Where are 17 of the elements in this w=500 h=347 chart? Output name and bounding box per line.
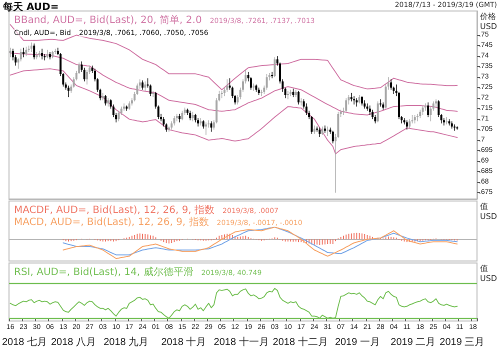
y-axis-title: 价格 USD — [480, 12, 498, 32]
text: 2019 一月 — [334, 336, 380, 347]
text: 2018 七月 — [2, 336, 48, 347]
text: 2019 三月 — [440, 336, 485, 347]
y-axis-title: 值 USD — [480, 202, 498, 222]
text: 2018 八月 — [51, 336, 96, 347]
chart-title: 每天 AUD= — [3, 0, 59, 14]
text: 2019 二月 — [390, 336, 436, 347]
text: 2018 十二月 — [272, 336, 328, 347]
annotation: MACD, AUD=, Bid(Last), 12, 26, 9, 指数 — [14, 217, 209, 228]
annotation: BBand, AUD=, Bid(Last), 20, 简单, 2.0 — [14, 15, 202, 26]
text: 2018 十月 — [161, 336, 206, 347]
text: 2018 十一月 — [214, 336, 269, 347]
y-axis-title: 值 USD — [480, 264, 498, 284]
text: MACDF, AUD=, Bid(Last), 12, 26, 9, 指数 — [14, 205, 215, 216]
text: 2018 九月 — [104, 336, 149, 347]
text: RSI, AUD=, Bid(Last), 14, 威尔德平滑 — [14, 267, 194, 278]
